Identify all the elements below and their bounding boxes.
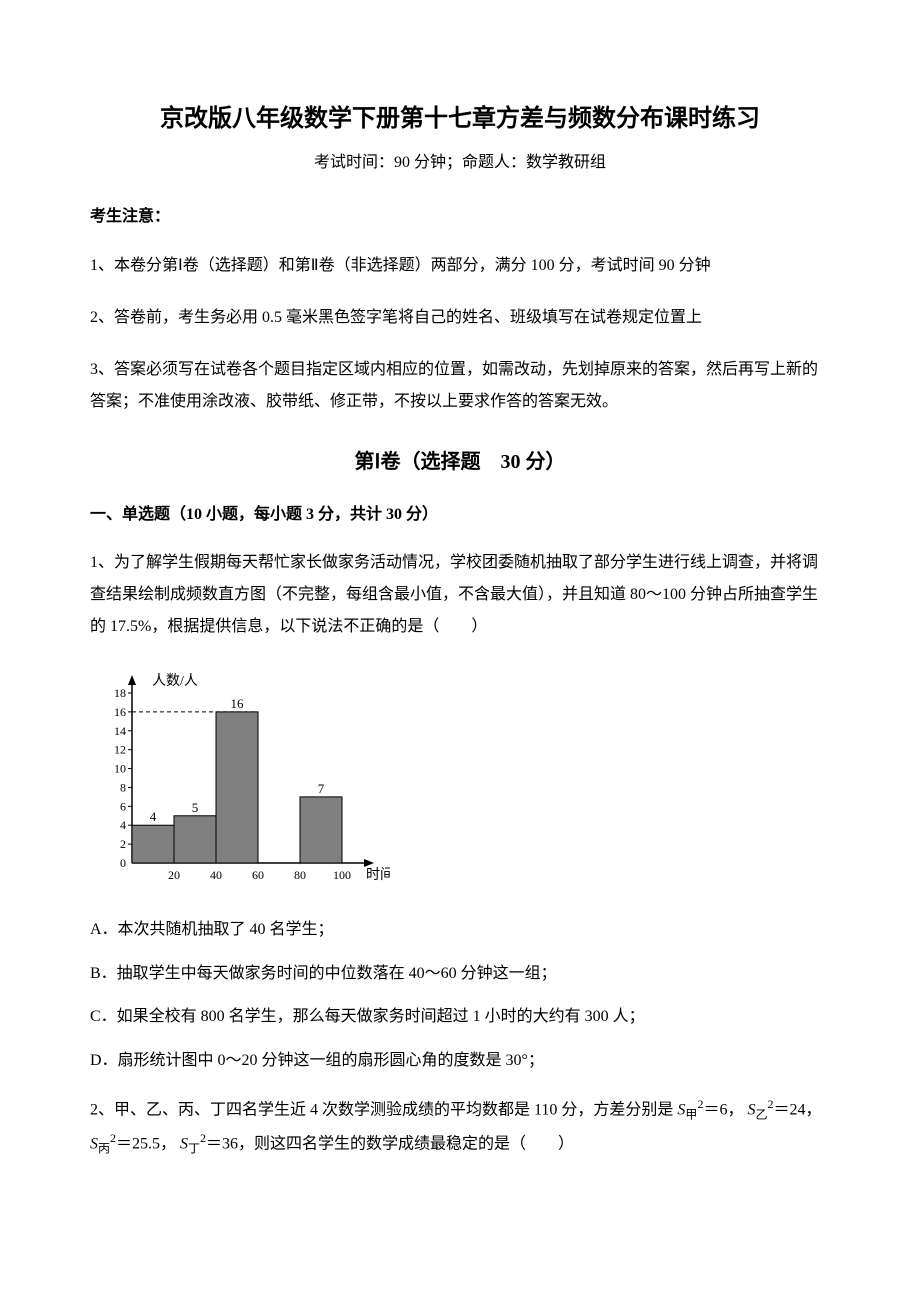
q1-text: 1、为了解学生假期每天帮忙家长做家务活动情况，学校团委随机抽取了部分学生进行线上… [90, 547, 830, 643]
svg-text:人数/人: 人数/人 [152, 673, 198, 689]
q1-option-a: A．本次共随机抽取了 40 名学生； [90, 917, 830, 943]
mc-heading: 一、单选题（10 小题，每小题 3 分，共计 30 分） [90, 502, 830, 528]
q2-s2-sub: 乙 [755, 1107, 767, 1121]
q2-s3-sub: 丙 [98, 1142, 110, 1156]
q2-eq4: ＝36，则这四名学生的数学成绩最稳定的是（ ） [206, 1135, 574, 1152]
q2-s4-sub: 丁 [188, 1142, 200, 1156]
svg-text:14: 14 [114, 724, 126, 738]
q2-s3-label: S [90, 1135, 98, 1152]
q1-option-d: D．扇形统计图中 0～20 分钟这一组的扇形圆心角的度数是 30°； [90, 1048, 830, 1074]
q1-option-b: B．抽取学生中每天做家务时间的中位数落在 40～60 分钟这一组； [90, 961, 830, 987]
q1-histogram: 人数/人 0 2 4 6 8 10 12 14 16 18 4 5 16 7 20 40 60 80 100 时间/分钟 [90, 663, 830, 893]
svg-text:100: 100 [333, 868, 351, 882]
notice-heading: 考生注意： [90, 204, 830, 230]
svg-text:2: 2 [120, 837, 126, 851]
svg-text:0: 0 [120, 856, 126, 870]
svg-text:20: 20 [168, 868, 180, 882]
part1-title: 第Ⅰ卷（选择题 30 分） [90, 446, 830, 478]
svg-text:60: 60 [252, 868, 264, 882]
histogram-svg: 人数/人 0 2 4 6 8 10 12 14 16 18 4 5 16 7 20 40 60 80 100 时间/分钟 [90, 663, 390, 893]
svg-text:6: 6 [120, 800, 126, 814]
svg-text:12: 12 [114, 743, 126, 757]
svg-text:10: 10 [114, 762, 126, 776]
svg-text:时间/分钟: 时间/分钟 [366, 866, 390, 883]
q2-s4-label: S [180, 1135, 188, 1152]
q2-part1: 2、甲、乙、丙、丁四名学生近 4 次数学测验成绩的平均数都是 110 分，方差分… [90, 1101, 677, 1118]
svg-text:5: 5 [192, 800, 199, 815]
svg-text:4: 4 [150, 809, 157, 824]
svg-text:16: 16 [231, 696, 245, 711]
q2-eq1: ＝6， [703, 1101, 743, 1118]
exam-subtitle: 考试时间：90 分钟；命题人：数学教研组 [90, 150, 830, 176]
exam-title: 京改版八年级数学下册第十七章方差与频数分布课时练习 [90, 100, 830, 138]
svg-text:16: 16 [114, 705, 126, 719]
notice-2: 2、答卷前，考生务必用 0.5 毫米黑色签字笔将自己的姓名、班级填写在试卷规定位… [90, 302, 830, 334]
svg-text:4: 4 [120, 818, 126, 832]
q2-eq3: ＝25.5， [116, 1135, 176, 1152]
q2-text: 2、甲、乙、丙、丁四名学生近 4 次数学测验成绩的平均数都是 110 分，方差分… [90, 1092, 830, 1161]
q1-option-c: C．如果全校有 800 名学生，那么每天做家务时间超过 1 小时的大约有 300… [90, 1004, 830, 1030]
notice-3: 3、答案必须写在试卷各个题目指定区域内相应的位置，如需改动，先划掉原来的答案，然… [90, 354, 830, 418]
svg-text:80: 80 [294, 868, 306, 882]
svg-text:7: 7 [318, 781, 325, 796]
svg-text:8: 8 [120, 781, 126, 795]
svg-text:40: 40 [210, 868, 222, 882]
q2-s1-sub: 甲 [685, 1107, 697, 1121]
svg-text:18: 18 [114, 686, 126, 700]
q2-eq2: ＝24， [773, 1101, 821, 1118]
notice-1: 1、本卷分第Ⅰ卷（选择题）和第Ⅱ卷（非选择题）两部分，满分 100 分，考试时间… [90, 250, 830, 282]
